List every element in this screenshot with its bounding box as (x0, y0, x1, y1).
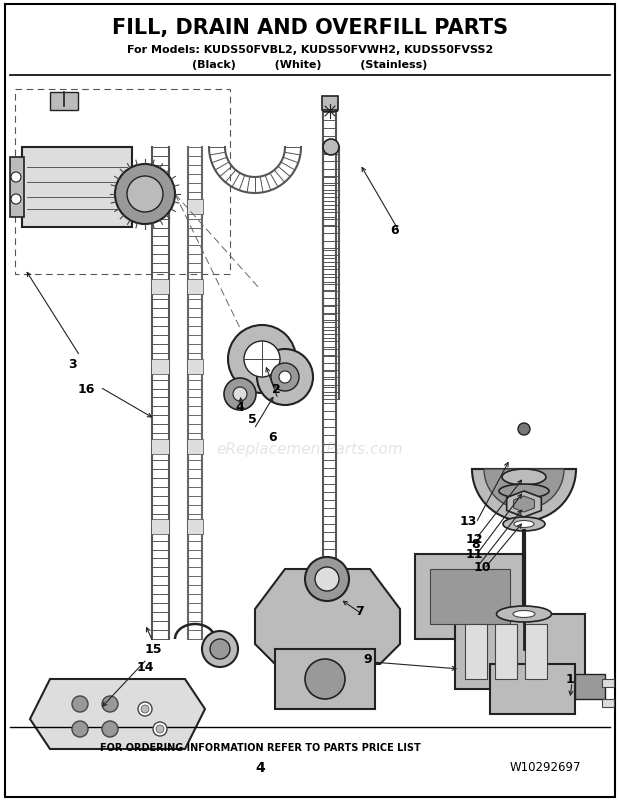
Polygon shape (513, 496, 534, 512)
Bar (465, 624, 487, 679)
Bar (151, 359, 169, 375)
Text: (Black)          (White)          (Stainless): (Black) (White) (Stainless) (192, 60, 428, 70)
Circle shape (271, 363, 299, 391)
Bar (151, 200, 169, 215)
Circle shape (228, 326, 296, 394)
Circle shape (72, 696, 88, 712)
Text: For Models: KUDS50FVBL2, KUDS50FVWH2, KUDS50FVSS2: For Models: KUDS50FVBL2, KUDS50FVWH2, KU… (127, 45, 493, 55)
Bar (151, 520, 169, 534)
Bar (415, 554, 525, 639)
Text: 5: 5 (247, 413, 257, 426)
Wedge shape (472, 469, 576, 521)
Bar (187, 359, 203, 375)
Bar (15, 90, 230, 274)
Polygon shape (507, 492, 541, 517)
Circle shape (210, 639, 230, 659)
Bar (10, 158, 24, 217)
Bar (602, 699, 614, 707)
Text: FOR ORDERING INFORMATION REFER TO PARTS PRICE LIST: FOR ORDERING INFORMATION REFER TO PARTS … (100, 742, 421, 752)
Ellipse shape (499, 484, 549, 498)
Text: eReplacementParts.com: eReplacementParts.com (216, 442, 404, 457)
Bar (187, 280, 203, 294)
Polygon shape (30, 679, 205, 749)
Text: 8: 8 (472, 538, 480, 551)
Bar (455, 614, 585, 689)
Circle shape (156, 725, 164, 733)
Circle shape (224, 379, 256, 411)
Bar (430, 569, 510, 624)
Text: 13: 13 (459, 515, 477, 528)
Bar (525, 624, 547, 679)
Circle shape (518, 423, 530, 435)
Text: 7: 7 (356, 605, 365, 618)
Ellipse shape (503, 517, 545, 532)
Circle shape (323, 140, 339, 156)
Text: 2: 2 (272, 383, 280, 396)
Text: 9: 9 (364, 653, 373, 666)
Circle shape (305, 659, 345, 699)
Text: 6: 6 (268, 431, 277, 444)
Wedge shape (484, 469, 564, 509)
Text: 14: 14 (136, 661, 154, 674)
Circle shape (153, 722, 167, 736)
Circle shape (244, 342, 280, 378)
Circle shape (257, 350, 313, 406)
Circle shape (102, 696, 118, 712)
Text: 16: 16 (78, 383, 95, 396)
Text: W10292697: W10292697 (510, 760, 582, 774)
Bar (187, 439, 203, 455)
Circle shape (315, 567, 339, 591)
Ellipse shape (502, 469, 546, 485)
Circle shape (102, 721, 118, 737)
Circle shape (305, 557, 349, 602)
Circle shape (11, 172, 21, 183)
Text: 6: 6 (391, 223, 399, 237)
Bar (187, 200, 203, 215)
Circle shape (72, 721, 88, 737)
Text: 11: 11 (465, 548, 483, 561)
Text: 4: 4 (255, 760, 265, 774)
Bar (575, 674, 605, 699)
Bar (490, 664, 575, 714)
Bar (602, 679, 614, 687)
Circle shape (202, 631, 238, 667)
Text: 15: 15 (144, 642, 162, 656)
Bar (275, 649, 375, 709)
Bar (151, 439, 169, 455)
Bar (495, 624, 517, 679)
Ellipse shape (497, 606, 552, 622)
Circle shape (115, 164, 175, 225)
Text: 1: 1 (565, 673, 574, 686)
Bar (50, 93, 78, 111)
Bar (187, 520, 203, 534)
Circle shape (127, 176, 163, 213)
Text: FILL, DRAIN AND OVERFILL PARTS: FILL, DRAIN AND OVERFILL PARTS (112, 18, 508, 38)
Text: 4: 4 (236, 401, 244, 414)
Text: 3: 3 (68, 358, 76, 371)
Ellipse shape (513, 611, 535, 618)
Text: 10: 10 (473, 561, 491, 573)
Bar (22, 148, 132, 228)
Circle shape (138, 702, 152, 716)
Text: 12: 12 (465, 533, 483, 546)
Ellipse shape (514, 520, 534, 528)
Circle shape (11, 195, 21, 205)
Circle shape (279, 371, 291, 383)
Circle shape (233, 387, 247, 402)
Polygon shape (255, 569, 400, 664)
Bar (151, 280, 169, 294)
Circle shape (141, 705, 149, 713)
Bar (322, 97, 338, 111)
